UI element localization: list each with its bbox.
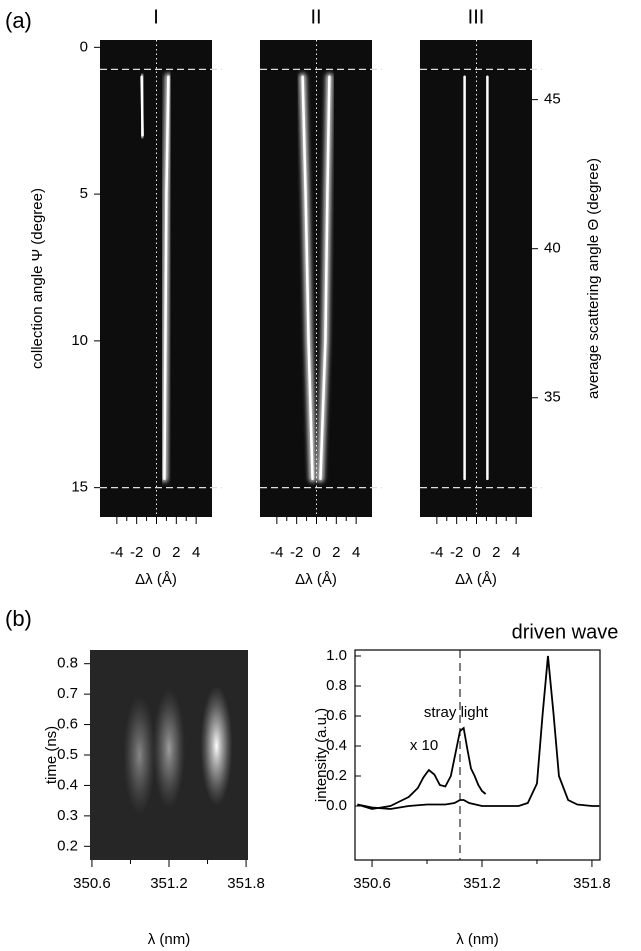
y2-tick-label: 45 [544,91,561,108]
x-tick-label: 2 [492,544,500,561]
annotation: stray light [424,704,489,721]
x-tick-label: 0 [472,544,480,561]
y-tick-label: 0.5 [57,746,78,763]
x-axis-label: Δλ (Å) [135,571,177,588]
y-tick-label: 5 [80,185,88,202]
y-tick-label: 0.6 [326,707,347,724]
y-axis-label: time (ns) [43,726,60,784]
y-tick-label: 1.0 [326,647,347,664]
y-tick-label: 0 [80,38,88,55]
y-tick-label: 0.8 [326,677,347,694]
y-tick-label: 10 [71,332,88,349]
y-tick-label: 0.0 [326,797,347,814]
x-tick-label: -2 [450,544,463,561]
line-series [357,726,487,810]
x-tick-label: 0 [152,544,160,561]
panel-title: II [310,6,321,28]
x-tick-label: -4 [430,544,443,561]
x-tick-label: 351.8 [573,875,611,892]
y2-tick-label: 40 [544,240,561,257]
x-tick-label: 351.8 [227,875,265,892]
line-series [357,655,600,810]
streak [301,75,314,481]
streak [140,75,144,137]
y-axis-label: intensity (a.u.) [313,708,330,802]
x-tick-label: 350.6 [353,875,391,892]
y-tick-label: 0.6 [57,716,78,733]
y2-tick-label: 35 [544,389,561,406]
panel-label: (a) [5,8,32,33]
x-tick-label: -2 [290,544,303,561]
x-tick-label: -4 [110,544,123,561]
streak [319,75,331,481]
x-tick-label: 350.6 [73,875,111,892]
x-tick-label: 4 [512,544,520,561]
y-tick-label: 0.2 [57,837,78,854]
x-tick-label: -4 [270,544,283,561]
y-tick-label: 0.4 [326,737,347,754]
x-tick-label: 2 [172,544,180,561]
x-axis-label: λ (nm) [148,931,191,948]
x-tick-label: 351.2 [150,875,188,892]
plot-frame [354,649,601,861]
x-tick-label: 0 [312,544,320,561]
y-tick-label: 0.7 [57,685,78,702]
x-tick-label: -2 [130,544,143,561]
x-tick-label: 4 [352,544,360,561]
panel-title: I [153,6,159,28]
y-axis-label: collection angle Ψ (degree) [29,188,46,369]
y-tick-label: 0.3 [57,807,78,824]
y-tick-label: 0.8 [57,655,78,672]
streak [163,75,170,481]
x-tick-label: 4 [192,544,200,561]
emission-spot [200,685,233,806]
y-tick-label: 15 [71,479,88,496]
x-axis-label: λ (nm) [456,931,499,948]
y-tick-label: 0.4 [57,776,78,793]
panel-label: (b) [5,606,32,631]
emission-spot [123,695,156,815]
x-axis-label: Δλ (Å) [455,571,497,588]
x-tick-label: 2 [332,544,340,561]
x-axis-label: Δλ (Å) [295,571,337,588]
y2-axis-label: average scattering angle Θ (degree) [585,158,602,399]
annotation: driven wave [512,621,619,643]
panel-title: III [468,6,485,28]
x-tick-label: 351.2 [463,875,501,892]
emission-spot [153,688,185,809]
annotation: x 10 [410,737,438,754]
y-tick-label: 0.2 [326,767,347,784]
